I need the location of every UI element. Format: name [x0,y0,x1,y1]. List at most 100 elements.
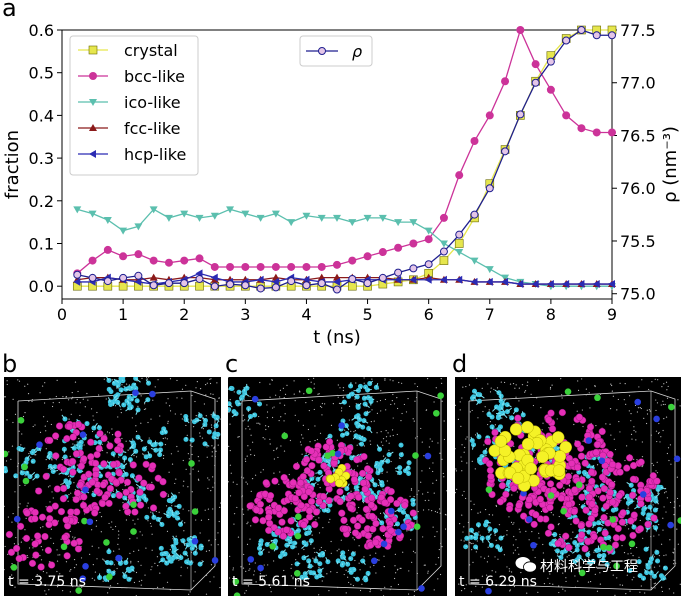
bcc-particle [369,525,377,533]
solvent-dot [10,577,12,579]
solvent-dot [627,528,630,530]
solvent-dot [159,572,161,574]
solvent-dot [247,509,249,511]
solvent-dot [24,475,26,477]
solvent-dot [6,380,8,382]
solvent-dot [148,377,150,378]
solvent-dot [148,437,150,439]
solvent-dot [56,570,58,573]
bond [405,512,408,517]
ico-particle [202,441,208,447]
solvent-dot [165,505,168,507]
solvent-dot [169,549,171,551]
solvent-dot [191,491,193,493]
solvent-dot [42,526,44,528]
x-tick-label: 0 [57,305,67,324]
solvent-dot [573,423,575,426]
solvent-dot [380,431,382,433]
bcc-particle [556,481,564,489]
solvent-dot [338,402,341,404]
bcc-particle [601,462,609,470]
solvent-dot [462,531,464,533]
solvent-dot [572,531,574,533]
solvent-dot [182,485,184,487]
bcc-particle [52,432,60,440]
solvent-dot [345,569,347,571]
data-point [226,262,235,271]
solvent-dot [503,381,506,384]
solvent-dot [665,381,668,383]
solvent-dot [213,447,215,449]
solvent-dot [162,437,164,440]
bcc-particle [262,479,270,487]
bcc-particle [96,430,104,438]
solvent-dot [49,485,51,487]
bond [157,517,162,520]
data-point [562,36,571,45]
data-point [103,277,112,286]
solvent-dot [659,565,661,567]
solvent-dot [92,563,94,566]
bond [243,386,245,392]
solvent-dot [308,453,310,456]
solvent-dot [51,405,54,408]
bond [143,399,149,404]
solvent-dot [432,470,434,473]
bcc-particle [606,450,614,458]
bcc-particle [159,478,167,486]
solvent-dot [431,510,433,512]
solvent-dot [666,389,668,391]
bond [258,543,261,547]
data-point [317,279,326,288]
solvent-dot [174,413,176,415]
solvent-dot [378,559,380,561]
bcc-particle [602,502,610,510]
solvent-dot [636,546,638,549]
ico-particle [317,561,323,567]
solvent-dot [469,542,471,544]
data-point [562,280,570,289]
solvent-dot [354,398,356,400]
bond [481,538,484,543]
bond [348,557,351,560]
solvent-dot [384,378,386,380]
solvent-dot [211,451,213,453]
data-point [592,128,601,137]
solvent-dot [271,416,274,419]
solvent-dot [181,388,184,390]
solvent-dot [79,414,81,417]
solvent-dot [339,387,341,389]
solvent-dot [461,514,463,516]
solvent-dot [279,389,282,391]
solvent-dot [437,578,439,580]
solvent-dot [116,567,118,570]
solvent-dot [527,381,529,383]
solvent-dot [299,391,301,393]
solvent-dot [273,458,275,460]
solvent-dot [526,384,528,387]
solvent-dot [254,562,256,564]
bond [189,439,193,442]
bond [189,535,195,539]
ico-particle [158,545,164,551]
solvent-dot [577,389,580,391]
solvent-dot [111,428,113,430]
bond [608,536,610,538]
bond [310,540,312,546]
bond [364,403,370,409]
bcc-particle [299,473,307,481]
bond [660,486,666,490]
solvent-dot [229,495,232,497]
solvent-dot [648,409,651,411]
bcc-particle [31,508,39,517]
solvent-dot [632,555,634,557]
bond [470,436,473,441]
bond [487,540,492,546]
bond [307,565,311,569]
solvent-dot [135,595,137,596]
solvent-dot [318,517,320,519]
data-point [210,282,219,291]
solvent-dot [491,514,494,516]
solvent-dot [4,505,5,507]
